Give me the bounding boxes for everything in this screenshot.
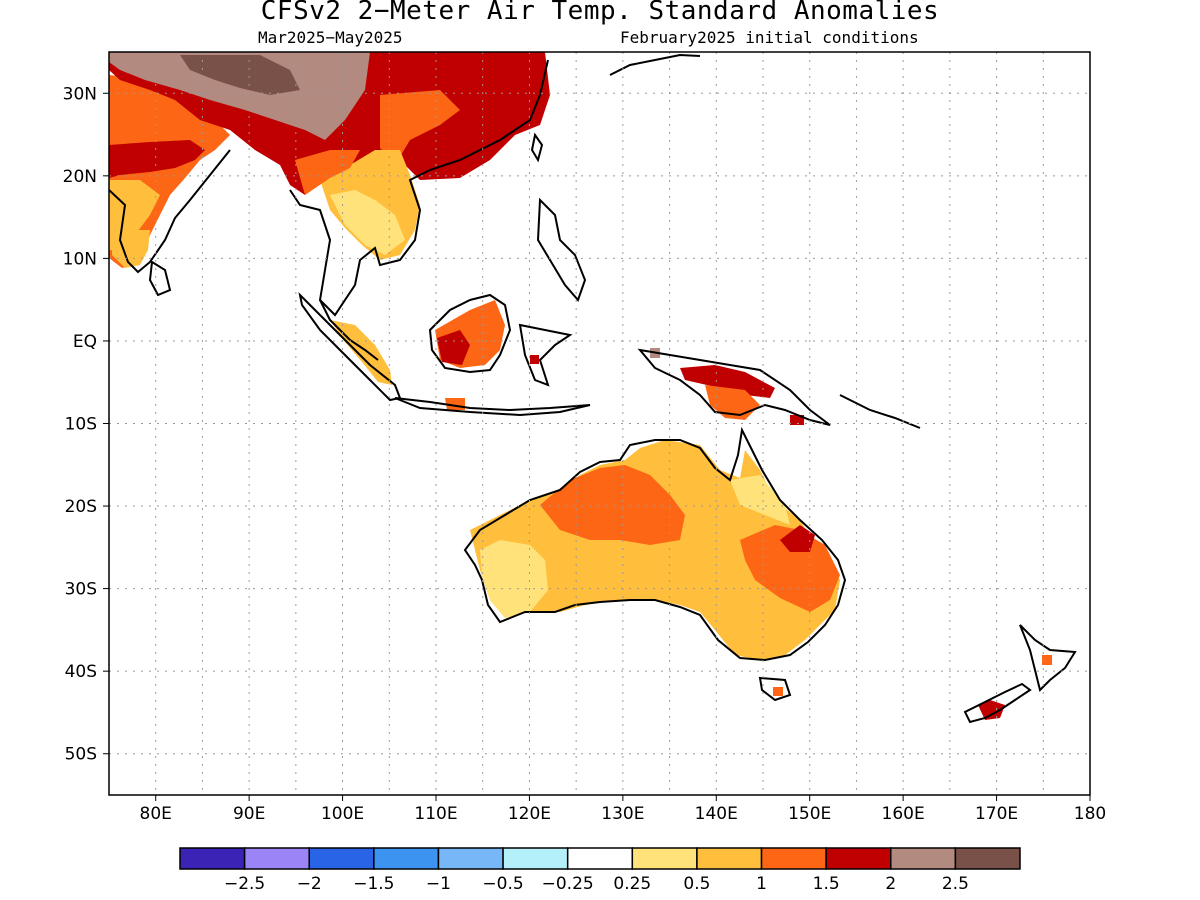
anomaly-new-britain — [790, 415, 804, 425]
anomaly-borneo-red — [437, 330, 470, 365]
lat-label: 20S — [65, 497, 97, 517]
coast-taiwan — [530, 132, 544, 163]
coast-sulawesi — [518, 323, 573, 387]
graticule — [109, 52, 1090, 795]
anomaly-se-asia-light — [330, 190, 405, 255]
colorbar-swatch — [825, 847, 892, 870]
colorbar-label: −0.25 — [542, 874, 594, 894]
colorbar-swatch — [566, 847, 634, 870]
colorbar-swatch — [631, 847, 698, 870]
anomaly-tibet — [109, 52, 370, 140]
coast-japan — [609, 53, 701, 76]
anomaly-sulawesi — [530, 355, 539, 364]
lon-label: 170E — [975, 804, 1018, 824]
lat-label: 40S — [65, 662, 97, 682]
anomaly-fields — [109, 52, 1052, 720]
colorbar-swatch — [437, 847, 504, 870]
colorbar-swatch — [179, 847, 246, 870]
colorbar-swatch — [243, 847, 310, 870]
colorbar-label: 1.5 — [813, 874, 840, 894]
colorbar-swatch — [954, 847, 1021, 870]
colorbar-swatch — [696, 847, 763, 870]
colorbar-swatch — [890, 847, 957, 870]
lon-label: 90E — [233, 804, 265, 824]
coast-india — [109, 149, 231, 274]
latitude-labels: 30N 20N 10N EQ 10S 20S 30S 40S 50S — [63, 84, 109, 765]
anomaly-india-strong — [109, 140, 205, 178]
coast-australia — [463, 426, 847, 662]
anomaly-china-orange — [380, 90, 460, 165]
anomaly-australia-orange-e — [740, 525, 840, 612]
map-title: CFSv2 2−Meter Air Temp. Standard Anomali… — [260, 0, 940, 26]
anomaly-australia-light-ne — [730, 475, 790, 525]
lon-label: 110E — [414, 804, 457, 824]
anomaly-australia-red — [780, 525, 815, 552]
lat-label: 10N — [63, 249, 97, 269]
coast-tasmania — [758, 676, 792, 702]
colorbar-label: 0.5 — [683, 874, 710, 894]
anomaly-australia-light — [480, 540, 548, 618]
colorbar-swatch — [373, 847, 440, 870]
coast-solomons — [839, 394, 921, 429]
lat-label: 20N — [63, 167, 97, 187]
lon-label: 120E — [508, 804, 551, 824]
coastlines — [109, 53, 1077, 724]
initial-conditions: February2025 initial conditions — [620, 28, 919, 47]
coast-sri-lanka — [148, 260, 172, 297]
forecast-period: Mar2025−May2025 — [258, 28, 403, 47]
colorbar-label: −1.5 — [353, 874, 394, 894]
lon-label: 160E — [882, 804, 925, 824]
lon-label: 140E — [695, 804, 738, 824]
lat-label: EQ — [73, 332, 97, 352]
anomaly-india-south — [112, 230, 150, 268]
coast-nz-north — [1019, 624, 1077, 692]
colorbar-label: 1 — [756, 874, 767, 894]
anomaly-nz-south — [978, 700, 1005, 720]
colorbar-label: −0.5 — [482, 874, 523, 894]
coast-borneo — [428, 293, 512, 374]
anomaly-nz-north — [1042, 655, 1052, 665]
anomaly-se-asia-orange — [295, 150, 360, 195]
colorbar-label: −2 — [297, 874, 322, 894]
colorbar-label: 0.25 — [613, 874, 651, 894]
coast-malay — [319, 299, 379, 361]
lat-label: 30N — [63, 84, 97, 104]
colorbar-label: 2 — [885, 874, 896, 894]
anomaly-tibet-dark — [180, 55, 300, 95]
colorbar-label: 2.5 — [942, 874, 969, 894]
lon-label: 130E — [601, 804, 644, 824]
lon-label: 80E — [140, 804, 172, 824]
colorbar-swatch — [760, 847, 827, 870]
lon-label: 100E — [321, 804, 364, 824]
lat-label: 10S — [65, 415, 97, 435]
colorbar-swatch — [502, 847, 569, 870]
coast-philippines — [536, 197, 587, 302]
longitude-labels: 80E 90E 100E 110E 120E 130E 140E 150E 160E 170E 18… — [140, 795, 1106, 824]
anomaly-new-guinea — [680, 365, 775, 398]
colorbar-labels: −2.5 −2 −1.5 −1 −0.5 −0.25 0.25 0.5 1 1.5 2 2.5 — [224, 874, 969, 894]
colorbar — [179, 847, 1021, 870]
coast-indochina — [289, 59, 549, 317]
colorbar-swatch — [308, 847, 375, 870]
colorbar-label: −1 — [426, 874, 451, 894]
lat-label: 30S — [65, 580, 97, 600]
anomaly-tasmania — [773, 687, 783, 696]
lon-label: 150E — [788, 804, 831, 824]
anomaly-new-guinea-orange — [705, 385, 760, 420]
colorbar-label: −2.5 — [224, 874, 265, 894]
coast-nz-south — [963, 682, 1032, 724]
lat-label: 50S — [65, 745, 97, 765]
lon-label: 180 — [1074, 804, 1106, 824]
coast-java — [394, 397, 591, 417]
